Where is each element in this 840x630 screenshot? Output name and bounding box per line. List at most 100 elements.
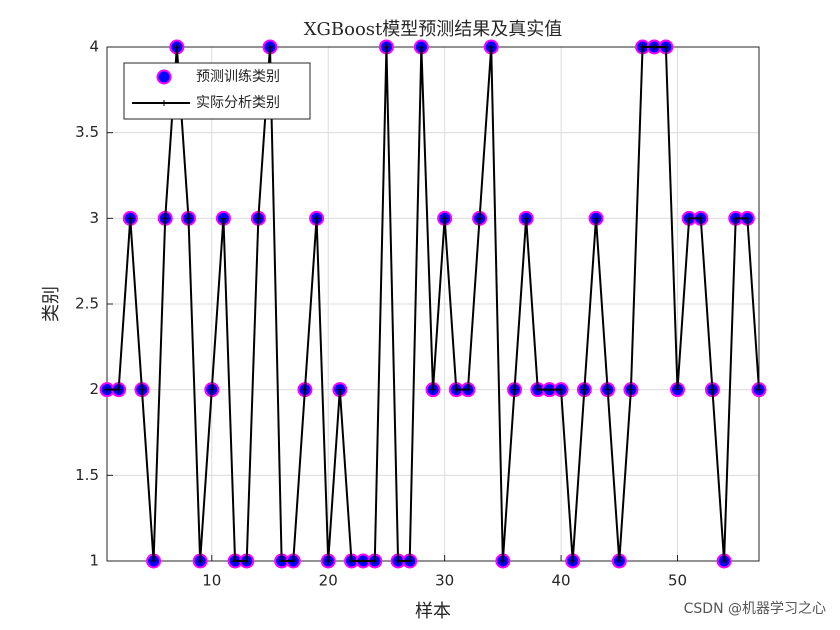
plus-marker — [581, 386, 588, 393]
plus-shape — [150, 558, 157, 564]
plus-marker — [383, 44, 390, 50]
legend-box — [123, 62, 311, 120]
plus-shape — [488, 44, 495, 50]
plus-marker — [558, 386, 565, 393]
x-axis-label: 样本 — [415, 601, 451, 622]
legend-label: 实际分析类别 — [196, 95, 280, 111]
plus-shape — [604, 386, 611, 393]
plus-marker — [220, 215, 227, 222]
plus-marker — [395, 558, 402, 564]
plus-shape — [395, 558, 402, 564]
plus-marker — [616, 558, 623, 564]
plus-shape — [581, 386, 588, 393]
y-tick-label: 2.5 — [75, 295, 99, 313]
y-axis-label: 类别 — [41, 286, 62, 322]
plus-marker — [150, 558, 157, 564]
plus-shape — [255, 215, 262, 222]
plus-shape — [464, 386, 471, 393]
plus-shape — [383, 44, 390, 50]
plus-marker — [173, 44, 180, 50]
plus-shape — [534, 386, 541, 393]
plus-marker — [255, 215, 262, 222]
plus-shape — [511, 386, 518, 393]
plus-marker — [697, 215, 704, 222]
plus-marker — [301, 386, 308, 393]
plus-shape — [197, 558, 204, 564]
plus-marker — [360, 558, 367, 564]
plus-marker — [744, 215, 751, 222]
plus-shape — [721, 558, 728, 564]
plus-shape — [639, 44, 646, 50]
plus-marker — [197, 558, 204, 564]
plus-marker — [138, 386, 145, 393]
plus-marker — [476, 215, 483, 222]
plus-marker — [185, 215, 192, 222]
plus-shape — [104, 386, 110, 393]
plus-shape — [348, 558, 355, 564]
plus-shape — [325, 558, 332, 564]
y-tick-label: 3 — [89, 209, 99, 227]
plus-shape — [476, 215, 483, 222]
plus-shape — [290, 558, 297, 564]
plus-shape — [651, 44, 658, 50]
plus-marker — [721, 558, 728, 564]
y-tick-label: 1.5 — [75, 466, 99, 484]
plus-shape — [499, 558, 506, 564]
plus-shape — [674, 386, 681, 393]
x-tick-label: 40 — [552, 572, 571, 590]
plus-shape — [360, 558, 367, 564]
plus-shape — [546, 386, 553, 393]
y-tick-label: 3.5 — [75, 123, 99, 141]
plus-shape — [697, 215, 704, 222]
chart-title: XGBoost模型预测结果及真实值 — [304, 19, 563, 40]
x-tick-label: 50 — [668, 572, 687, 590]
plus-marker — [651, 44, 658, 50]
plus-marker — [627, 386, 634, 393]
plus-shape — [301, 386, 308, 393]
plus-shape — [185, 215, 192, 222]
plus-shape — [208, 386, 215, 393]
plus-shape — [220, 215, 227, 222]
legend-marker — [156, 69, 172, 85]
plus-shape — [744, 215, 751, 222]
plus-shape — [127, 215, 134, 222]
plus-marker — [430, 386, 436, 393]
plus-marker — [523, 215, 530, 222]
plus-shape — [558, 386, 565, 393]
plus-marker — [732, 215, 739, 222]
plus-shape — [616, 558, 623, 564]
plus-marker — [593, 215, 599, 222]
plus-marker — [674, 386, 681, 393]
plus-shape — [627, 386, 634, 393]
plus-shape — [406, 558, 413, 564]
x-tick-label: 30 — [435, 572, 454, 590]
plus-marker — [441, 215, 448, 222]
plus-marker — [418, 44, 425, 50]
plus-shape — [593, 215, 599, 222]
plus-shape — [232, 558, 239, 564]
plus-marker — [709, 386, 716, 393]
plus-shape — [278, 558, 285, 564]
plus-shape — [756, 386, 762, 393]
plus-marker — [488, 44, 495, 50]
plus-marker — [406, 558, 413, 564]
plus-marker — [162, 215, 169, 222]
plus-shape — [173, 44, 180, 50]
plus-marker — [662, 44, 669, 50]
plus-marker — [243, 558, 250, 564]
y-tick-label: 2 — [89, 380, 99, 398]
plus-shape — [313, 215, 320, 222]
plus-marker — [464, 386, 471, 393]
plus-shape — [453, 386, 460, 393]
plus-marker — [325, 558, 332, 564]
plus-shape — [418, 44, 425, 50]
plus-marker — [127, 215, 134, 222]
plus-marker — [348, 558, 355, 564]
plus-marker — [756, 386, 762, 393]
legend-label: 预测训练类别 — [196, 69, 280, 85]
plus-marker — [115, 386, 122, 393]
plus-shape — [336, 386, 343, 393]
plus-marker — [569, 558, 576, 564]
plus-shape — [441, 215, 448, 222]
plus-marker — [453, 386, 460, 393]
